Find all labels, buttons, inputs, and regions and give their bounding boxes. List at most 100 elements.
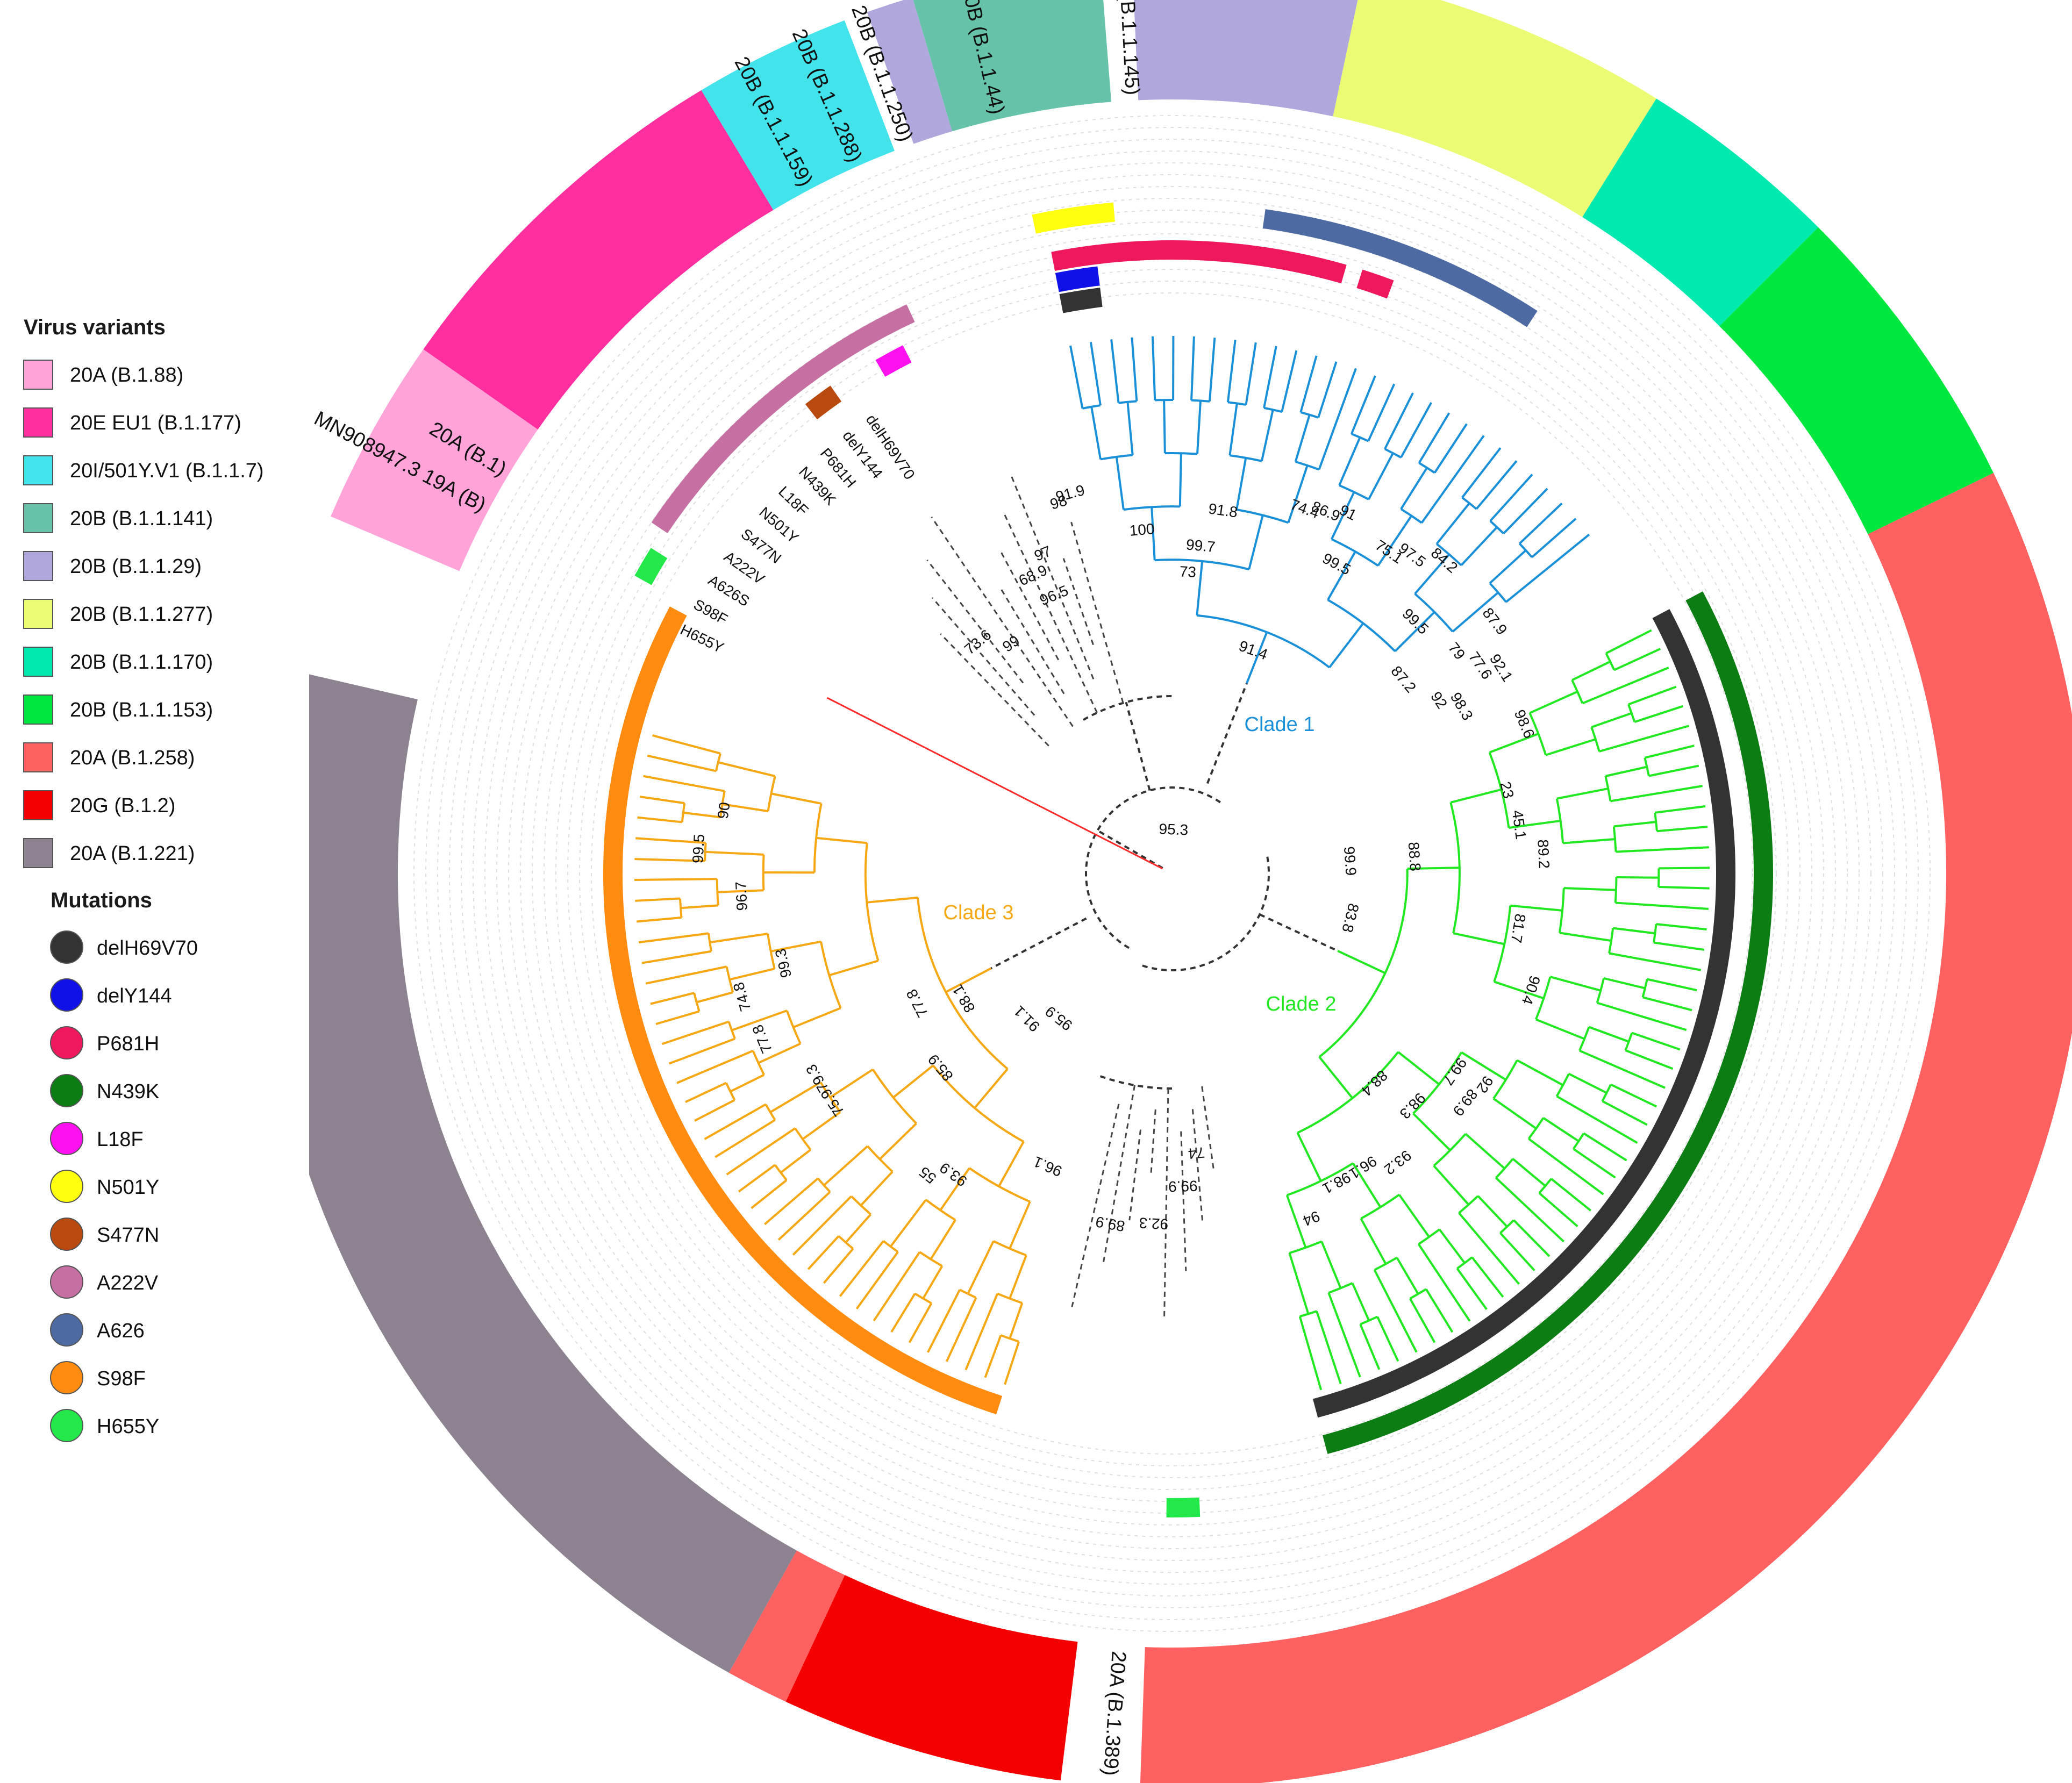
- tree-branch: [1328, 1282, 1353, 1294]
- tree-branch: [829, 1068, 874, 1099]
- tree-branch: [719, 791, 726, 818]
- tree-branch: [738, 1164, 776, 1193]
- legend-variants-title: Virus variants: [24, 316, 166, 339]
- tree-branch: [930, 1219, 956, 1260]
- tree-branch: [1590, 727, 1601, 752]
- tree-branch: [1398, 1194, 1430, 1238]
- mutation-arc-a222v: [651, 304, 915, 533]
- tree-branch: [635, 837, 706, 844]
- bootstrap-value: 23: [1497, 780, 1517, 800]
- bootstrap-value: 91.8: [1208, 500, 1239, 520]
- tree-branch: [1609, 952, 1702, 971]
- tree-branch: [792, 1007, 841, 1028]
- tree-branch: [1338, 436, 1361, 486]
- tree-branch: [807, 1235, 840, 1270]
- tree-branch: [1582, 667, 1669, 705]
- legend-mutation-label: L18F: [97, 1128, 144, 1151]
- tree-branch: [771, 792, 822, 805]
- tree-branch: [1531, 518, 1577, 558]
- tree-branch: [785, 1010, 802, 1044]
- tree-branch: [1555, 798, 1564, 843]
- tree-branch: [1191, 399, 1210, 403]
- bootstrap-value: 92: [1427, 689, 1451, 712]
- tree-branch: [1597, 1001, 1687, 1032]
- tree-branch: [1610, 785, 1703, 803]
- bootstrap-value: 99.7: [1440, 1055, 1470, 1088]
- guide-ring: [437, 139, 1907, 1608]
- tree-branch: [1568, 1072, 1607, 1094]
- bootstrap-value: 90: [715, 801, 733, 820]
- tree-branch: [1151, 507, 1156, 561]
- tree-branch: [1327, 1292, 1361, 1378]
- tree-branch: [774, 1164, 788, 1181]
- tree-branch: [1433, 423, 1468, 474]
- tree-branch: [1190, 336, 1195, 400]
- guide-ring: [461, 162, 1883, 1585]
- tree-branch: [638, 932, 709, 944]
- tree-branch: [816, 836, 867, 844]
- tree-branch: [758, 1042, 801, 1064]
- legend-mutation-label: A626: [97, 1320, 145, 1342]
- variant-segment-20b-b-1-1-170: [1582, 98, 1819, 326]
- tree-branch: [1453, 932, 1505, 946]
- bootstrap-value: 98.3: [1396, 1090, 1428, 1122]
- guide-ring: [413, 115, 1931, 1632]
- legend-variant-label: 20A (B.1.88): [70, 364, 183, 386]
- tree-branch: [867, 1145, 894, 1173]
- tree-branch: [1070, 1104, 1120, 1309]
- tree-branch: [1435, 502, 1470, 545]
- tree-branch: [1579, 1049, 1666, 1089]
- tree-branch: [647, 754, 717, 772]
- tree-branch: [704, 1103, 767, 1140]
- bootstrap-value: 95.9: [1042, 1003, 1075, 1034]
- tree-branch: [696, 991, 733, 1004]
- legend-mutation-list: delH69V70 delY144 P681H N439K L18F N501Y S477N…: [50, 930, 198, 1442]
- legend-variant-label: 20A (B.1.258): [70, 747, 195, 769]
- bootstrap-value: 77.8: [749, 1022, 775, 1056]
- tree-branch: [1010, 474, 1095, 679]
- tree-branch: [1538, 1192, 1578, 1227]
- tree-branch: [1612, 927, 1655, 935]
- variant-segment-20b-b-1-1-141: [913, 0, 1112, 132]
- bootstrap-value: 99.7: [1185, 536, 1216, 555]
- tree-branch: [777, 1191, 831, 1241]
- tree-branch: [652, 734, 721, 755]
- tree-branch: [1414, 553, 1450, 595]
- bootstrap-value: 85.9: [925, 1051, 956, 1084]
- tree-branch: [819, 1082, 841, 1113]
- tree-branch: [1615, 901, 1709, 910]
- legend-mutation-dot: [50, 978, 83, 1012]
- tree-branch: [1605, 765, 1647, 777]
- mutation-arc-n501y: [1032, 202, 1115, 234]
- bootstrap-value: 73.6: [961, 626, 995, 658]
- legend-variant-label: 20B (B.1.1.29): [70, 555, 202, 578]
- bootstrap-value: 99.3: [772, 947, 795, 979]
- tree-branch: [661, 1020, 730, 1045]
- tree-branch: [792, 1195, 852, 1256]
- tree-branch: [974, 1068, 1009, 1109]
- tree-branch: [1648, 764, 1699, 777]
- tree-branch: [1131, 337, 1138, 402]
- tree-branch: [1069, 345, 1084, 409]
- legend-mutations-title: Mutations: [51, 889, 152, 912]
- tree-branch: [838, 1235, 854, 1250]
- tree-branch: [1337, 950, 1386, 975]
- tree-branch: [1288, 1252, 1310, 1314]
- tree-branch: [752, 1050, 765, 1076]
- bootstrap-value: 91.4: [1237, 638, 1270, 663]
- tree-branch: [1505, 533, 1590, 603]
- tree-branch: [1084, 786, 1222, 949]
- bootstrap-value: 77.8: [903, 986, 931, 1020]
- tree-branch: [1435, 543, 1462, 567]
- tree-branch: [922, 1265, 944, 1299]
- tree-branch: [1226, 339, 1237, 403]
- tree-branch: [1287, 465, 1309, 523]
- tree-branch: [1384, 392, 1414, 450]
- tree-branch: [1477, 1195, 1508, 1228]
- tree-branch: [763, 1177, 819, 1226]
- tree-branch: [1461, 1051, 1506, 1081]
- tree-branch: [1339, 484, 1369, 500]
- tree-branch: [1118, 400, 1137, 404]
- tree-branch: [1331, 491, 1355, 540]
- bootstrap-value: 93.9: [937, 1159, 970, 1190]
